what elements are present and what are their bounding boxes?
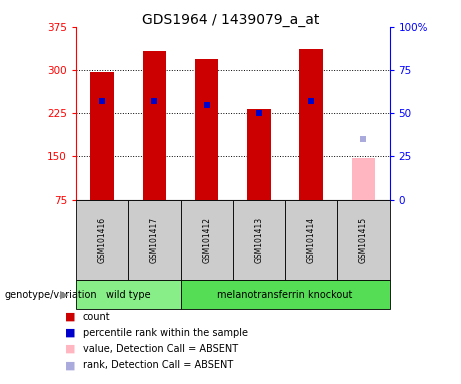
Text: melanotransferrin knockout: melanotransferrin knockout [218,290,353,300]
Text: GSM101413: GSM101413 [254,217,263,263]
Text: GDS1964 / 1439079_a_at: GDS1964 / 1439079_a_at [142,13,319,27]
Bar [195,59,219,200]
Text: ■: ■ [65,312,75,322]
Text: genotype/variation: genotype/variation [5,290,97,300]
Bar [143,51,166,200]
Bar [76,280,181,309]
Text: percentile rank within the sample: percentile rank within the sample [83,328,248,338]
Text: ■: ■ [65,344,75,354]
Text: GSM101416: GSM101416 [98,217,106,263]
Text: ■: ■ [65,328,75,338]
Text: GSM101417: GSM101417 [150,217,159,263]
Text: count: count [83,312,111,322]
Text: ■: ■ [65,360,75,370]
Bar [181,200,233,280]
Bar [337,200,390,280]
Bar [128,200,181,280]
Text: GSM101414: GSM101414 [307,217,316,263]
Bar [352,158,375,200]
Bar [285,200,337,280]
Bar [181,280,390,309]
Bar [233,200,285,280]
Bar [90,72,114,200]
Text: GSM101415: GSM101415 [359,217,368,263]
Text: value, Detection Call = ABSENT: value, Detection Call = ABSENT [83,344,238,354]
Text: rank, Detection Call = ABSENT: rank, Detection Call = ABSENT [83,360,233,370]
Text: wild type: wild type [106,290,151,300]
Text: ▶: ▶ [60,290,69,300]
Bar [247,109,271,200]
Bar [300,49,323,200]
Bar [76,200,128,280]
Text: GSM101412: GSM101412 [202,217,211,263]
